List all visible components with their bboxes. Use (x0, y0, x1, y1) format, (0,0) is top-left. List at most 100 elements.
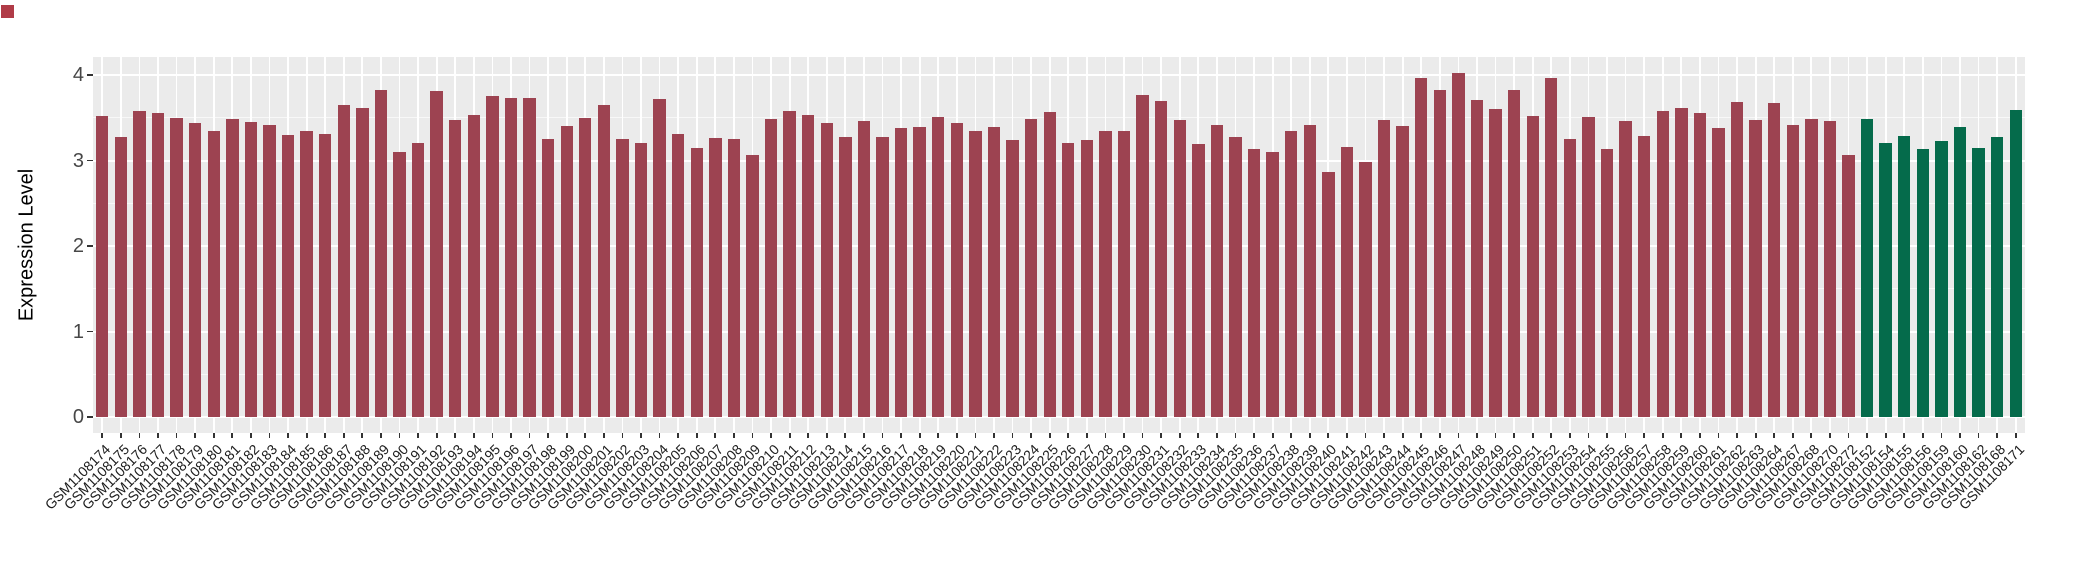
x-tick (1308, 433, 1311, 438)
x-tick (1476, 433, 1478, 438)
bar-GSM1108217 (894, 128, 908, 417)
bar-GSM1108263 (1749, 120, 1762, 417)
bar-GSM1108250 (1507, 90, 1521, 417)
bar-GSM1108178 (170, 117, 183, 417)
bar-GSM1108262 (1730, 101, 1744, 417)
x-tick (807, 433, 810, 438)
gridline-major (93, 330, 2025, 333)
bar-GSM1108238 (1285, 130, 1298, 417)
x-tick (918, 433, 921, 438)
bar-GSM1108186 (319, 134, 332, 417)
x-tick (1271, 433, 1274, 438)
x-tick (175, 433, 178, 438)
x-tick (1216, 433, 1218, 438)
bar-GSM1108214 (839, 137, 852, 417)
gridline-major (93, 74, 2025, 76)
x-tick (937, 433, 940, 438)
x-tick (1717, 433, 1720, 438)
bar-GSM1108232 (1173, 120, 1186, 417)
bar-GSM1108221 (969, 131, 982, 417)
bar-GSM1108215 (857, 121, 871, 417)
bar-GSM1108244 (1396, 126, 1409, 417)
x-tick (268, 433, 271, 438)
bar-GSM1108246 (1433, 90, 1447, 417)
y-tick (87, 245, 93, 247)
x-tick (212, 433, 215, 438)
plot-panel (93, 57, 2025, 433)
bar-GSM1108241 (1340, 146, 1354, 417)
x-tick (1959, 433, 1961, 438)
x-tick (1438, 433, 1441, 438)
bar-GSM1108218 (913, 127, 926, 417)
y-axis-title: Expression Level (15, 168, 38, 322)
bar-GSM1108193 (449, 120, 462, 417)
x-tick (1754, 433, 1757, 438)
bar-GSM1108219 (932, 116, 945, 417)
bar-GSM1108189 (374, 90, 388, 417)
x-tick (250, 433, 252, 438)
bar-GSM1108229 (1117, 130, 1131, 417)
bar-GSM1108264 (1768, 103, 1781, 417)
gridline-minor (93, 202, 2025, 204)
bar-GSM1108247 (1452, 73, 1465, 417)
x-tick (435, 433, 438, 438)
x-tick (417, 433, 419, 438)
bar-GSM1108225 (1043, 111, 1056, 417)
x-tick (1234, 433, 1237, 438)
x-tick (1178, 433, 1181, 438)
bar-GSM1108236 (1247, 148, 1261, 417)
x-tick (342, 433, 345, 438)
x-tick (714, 433, 717, 438)
x-tick (751, 433, 754, 438)
x-tick (825, 433, 828, 438)
x-tick (1884, 433, 1887, 438)
x-tick (1550, 433, 1553, 438)
bar-GSM1108205 (671, 134, 685, 417)
x-tick (157, 433, 159, 438)
y-tick (87, 330, 93, 333)
bar-GSM1108240 (1322, 171, 1335, 417)
x-tick (677, 433, 680, 438)
x-tick (1457, 433, 1460, 438)
bar-GSM1108206 (690, 147, 703, 417)
x-tick (361, 433, 364, 438)
y-tick (87, 416, 93, 418)
bar-GSM1108258 (1656, 110, 1669, 417)
bar-GSM1108256 (1619, 121, 1632, 417)
x-tick (640, 433, 642, 438)
bar-GSM1108260 (1693, 112, 1707, 417)
bar-GSM1108211 (783, 110, 796, 417)
bar-GSM1108179 (188, 122, 202, 417)
bar-GSM1108220 (950, 122, 964, 417)
x-tick (1680, 433, 1683, 438)
x-tick (1940, 433, 1943, 438)
x-tick (101, 433, 104, 438)
x-tick (1921, 433, 1924, 438)
x-tick (770, 433, 772, 438)
bar-GSM1108209 (746, 155, 759, 417)
x-tick (1624, 433, 1627, 438)
bar-GSM1108188 (356, 108, 369, 417)
bar-GSM1108191 (411, 143, 425, 417)
x-tick (974, 433, 977, 438)
bar-GSM1108181 (226, 118, 239, 417)
x-tick (398, 433, 401, 438)
bar-GSM1108228 (1099, 130, 1112, 417)
x-tick (1104, 433, 1107, 438)
x-tick (1420, 433, 1423, 438)
x-tick (119, 433, 122, 438)
x-tick (621, 433, 624, 438)
gridline-minor (93, 288, 2025, 290)
bar-GSM1108223 (1006, 139, 1019, 417)
bar-GSM1108210 (764, 119, 778, 417)
bar-GSM1108252 (1545, 77, 1558, 417)
bar-GSM1108237 (1266, 151, 1279, 417)
bar-GSM1108224 (1024, 118, 1038, 417)
bar-GSM1108175 (114, 136, 128, 417)
bar-GSM1108202 (616, 139, 629, 417)
x-tick (1160, 433, 1163, 438)
x-tick (1866, 433, 1868, 438)
bar-GSM1108235 (1229, 136, 1242, 417)
bar-GSM1108254 (1582, 116, 1595, 417)
x-tick (1290, 433, 1293, 438)
